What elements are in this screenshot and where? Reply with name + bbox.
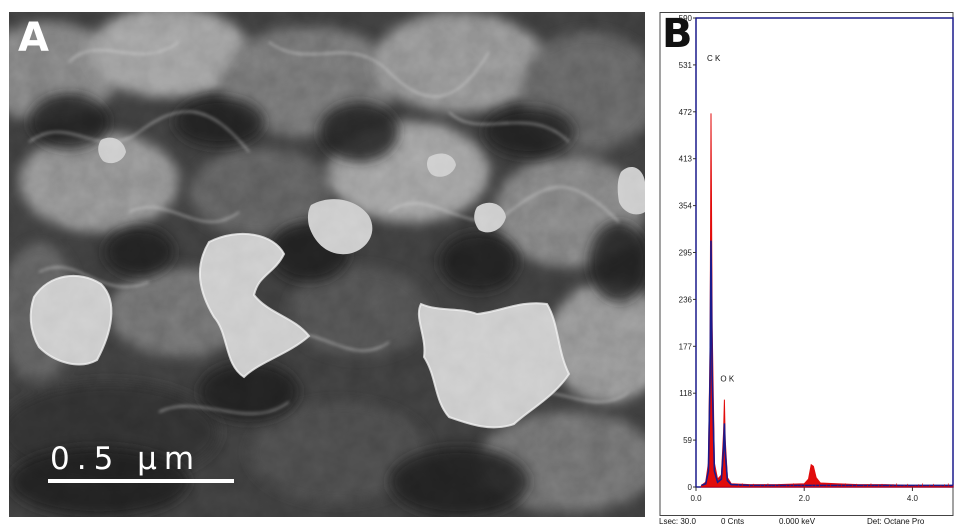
y-tick-label: 118: [679, 389, 692, 398]
status-lsec: Lsec: 30.0: [659, 517, 696, 526]
series-navy-line: [701, 240, 953, 487]
x-tick-label: 0.0: [690, 494, 702, 503]
eds-spectrum-panel: 0 59 118 177 236 295 354 413 472 531 590 0.0 2.0 4.0 C…: [659, 12, 954, 526]
y-tick-label: 531: [679, 61, 693, 70]
scale-bar: [48, 479, 234, 483]
plot-area: [695, 17, 954, 488]
tem-micrograph: [9, 12, 645, 517]
y-tick-label: 413: [679, 155, 693, 164]
status-detector: Det: Octane Pro: [867, 517, 925, 526]
scale-bar-label: 0.5 µm: [50, 441, 202, 477]
eds-spectrum-chart: 0 59 118 177 236 295 354 413 472 531 590 0.0 2.0 4.0 C…: [659, 12, 954, 516]
status-counts: 0 Cnts: [721, 517, 745, 526]
y-tick-label: 177: [679, 342, 693, 351]
panel-b-label: B: [662, 11, 693, 57]
y-tick-label: 59: [683, 436, 692, 445]
x-tick-label: 4.0: [907, 494, 919, 503]
y-tick-label: 472: [679, 108, 693, 117]
y-tick-label: 0: [688, 483, 693, 492]
y-tick-label: 295: [679, 249, 693, 258]
x-tick-label: 2.0: [799, 494, 811, 503]
y-tick-label: 236: [679, 295, 693, 304]
status-bar: Lsec: 30.0 0 Cnts 0.000 keV Det: Octane …: [659, 517, 954, 526]
y-tick-label: 590: [679, 14, 693, 23]
status-energy: 0.000 keV: [779, 517, 816, 526]
peak-label: O K: [720, 374, 734, 383]
y-tick-label: 354: [679, 202, 693, 211]
peak-label: C K: [707, 54, 721, 63]
panel-a-label: A: [18, 15, 49, 61]
tem-image: [9, 12, 645, 517]
